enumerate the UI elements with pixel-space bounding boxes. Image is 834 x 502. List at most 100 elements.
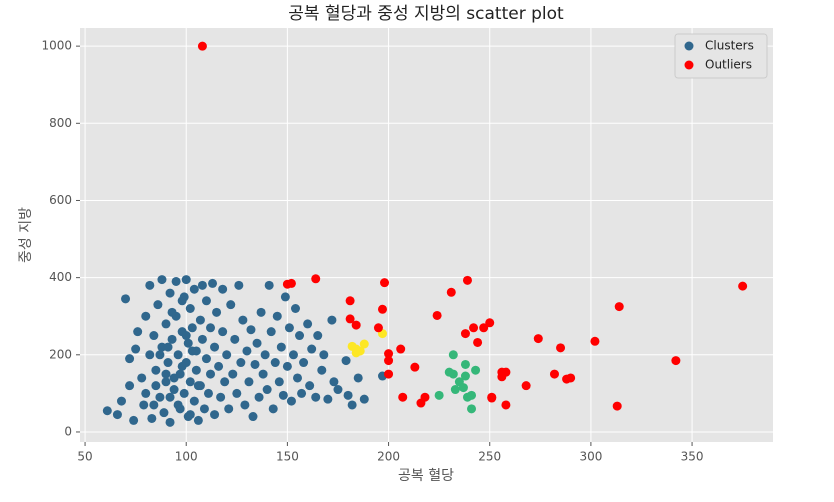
plot-area [80,28,773,442]
point [434,390,444,400]
point [341,356,351,366]
point [183,338,193,348]
point [467,390,477,400]
point [141,388,151,398]
point [398,392,408,402]
point [242,346,252,356]
point [179,388,189,398]
point [566,373,576,383]
point [738,281,748,291]
point [384,349,394,359]
point [197,334,207,344]
point [284,323,294,333]
point [256,307,266,317]
point [278,390,288,400]
y-tick-label: 0 [64,424,72,438]
point [218,284,228,294]
point [446,287,456,297]
legend-marker [684,60,694,70]
point [460,371,470,381]
x-tick-label: 300 [579,450,602,464]
point [345,296,355,306]
point [450,385,460,395]
legend-marker [684,41,694,51]
point [161,369,171,379]
point [121,294,131,304]
point [471,365,481,375]
point [220,377,230,387]
point [327,315,337,325]
point [380,278,390,288]
point [197,41,207,51]
point [329,377,339,387]
point [266,327,276,337]
chart-title: 공복 혈당과 중성 지방의 scatter plot [288,4,564,24]
point [193,415,203,425]
point [317,365,327,375]
point [448,369,458,379]
legend-label: Clusters [705,39,754,53]
point [216,392,226,402]
point [432,310,442,320]
point [149,400,159,410]
point [185,377,195,387]
legend-box [674,33,768,79]
point [187,323,197,333]
point [201,296,211,306]
point [161,377,171,387]
point [206,323,216,333]
point [145,280,155,290]
point [333,385,343,395]
point [177,361,187,371]
point [157,275,167,285]
point [125,354,135,364]
point [145,350,155,360]
point [163,342,173,352]
point [137,373,147,383]
point [159,408,169,418]
point [189,396,199,406]
point [295,331,305,341]
point [210,410,220,420]
x-tick-label: 150 [276,450,299,464]
point [185,304,195,314]
point [323,394,333,404]
point [139,400,149,410]
point [173,350,183,360]
point [165,417,175,427]
point [189,284,199,294]
point [384,369,394,379]
point [228,369,238,379]
point [169,373,179,383]
point [313,331,323,341]
point [230,334,240,344]
point [203,388,213,398]
point [501,367,511,377]
point [345,314,355,324]
point [238,315,248,325]
point [416,398,426,408]
point [359,339,369,349]
point [303,319,313,329]
point [155,350,165,360]
point [359,394,369,404]
point [396,344,406,354]
point [521,381,531,391]
point [501,400,511,410]
point [222,350,232,360]
point [293,373,303,383]
point [224,404,234,414]
point [458,383,468,393]
point [116,396,126,406]
point [377,304,387,314]
point [384,356,394,366]
point [151,365,161,375]
point [299,358,309,368]
y-tick-label: 600 [49,193,72,207]
point [290,304,300,314]
point [195,315,205,325]
point [175,404,185,414]
point [343,390,353,400]
x-tick-label: 50 [77,450,92,464]
